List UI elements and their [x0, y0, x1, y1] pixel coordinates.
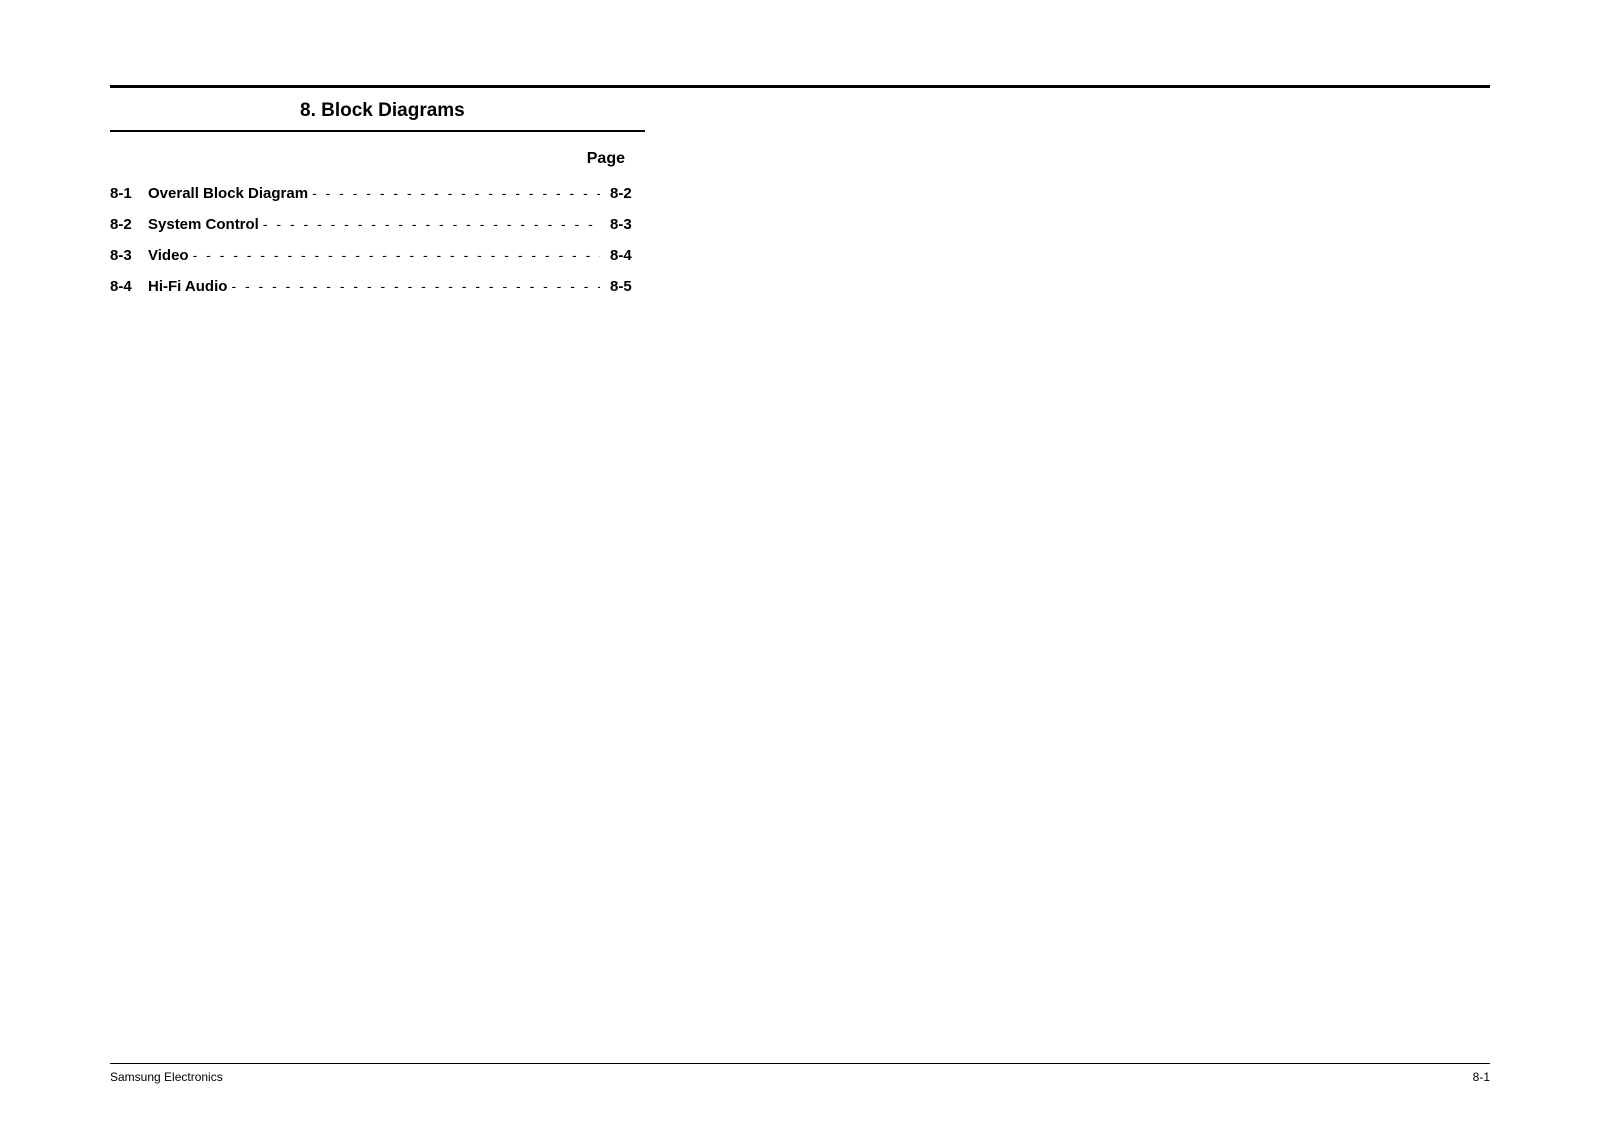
- toc-entry-title: Video: [148, 247, 189, 264]
- toc-entry-page: 8-3: [600, 216, 645, 233]
- toc-entry-page: 8-4: [600, 247, 645, 264]
- toc-entry-number: 8-4: [110, 278, 148, 295]
- toc-entry-page: 8-5: [600, 278, 645, 295]
- toc-leader-dashes: - - - - - - - - - - - - - - - - - - - - …: [259, 216, 600, 232]
- toc-entry: 8-4 Hi-Fi Audio - - - - - - - - - - - - …: [110, 271, 645, 302]
- footer-company: Samsung Electronics: [110, 1070, 223, 1084]
- toc-entry-number: 8-1: [110, 185, 148, 202]
- toc-entry-title: Hi-Fi Audio: [148, 278, 227, 295]
- toc-entry-page: 8-2: [600, 185, 645, 202]
- top-horizontal-rule: [110, 85, 1490, 88]
- section-title: 8. Block Diagrams: [110, 96, 1490, 130]
- toc-leader-dashes: - - - - - - - - - - - - - - - - - - - - …: [189, 247, 600, 263]
- footer-content: Samsung Electronics 8-1: [110, 1070, 1490, 1084]
- footer-horizontal-rule: [110, 1063, 1490, 1064]
- toc-entry-number: 8-3: [110, 247, 148, 264]
- document-page: 8. Block Diagrams Page 8-1 Overall Block…: [0, 0, 1600, 1132]
- page-footer: Samsung Electronics 8-1: [110, 1063, 1490, 1084]
- footer-page-number: 8-1: [1473, 1070, 1490, 1084]
- toc-entry: 8-3 Video - - - - - - - - - - - - - - - …: [110, 240, 645, 271]
- toc-leader-dashes: - - - - - - - - - - - - - - - - - - - - …: [227, 278, 600, 294]
- page-column-header: Page: [110, 132, 645, 178]
- toc-entry-title: Overall Block Diagram: [148, 185, 308, 202]
- toc-entry: 8-1 Overall Block Diagram - - - - - - - …: [110, 178, 645, 209]
- toc-entry: 8-2 System Control - - - - - - - - - - -…: [110, 209, 645, 240]
- toc-leader-dashes: - - - - - - - - - - - - - - - - - - - - …: [308, 185, 600, 201]
- toc-entry-number: 8-2: [110, 216, 148, 233]
- table-of-contents: 8-1 Overall Block Diagram - - - - - - - …: [110, 178, 645, 302]
- toc-entry-title: System Control: [148, 216, 259, 233]
